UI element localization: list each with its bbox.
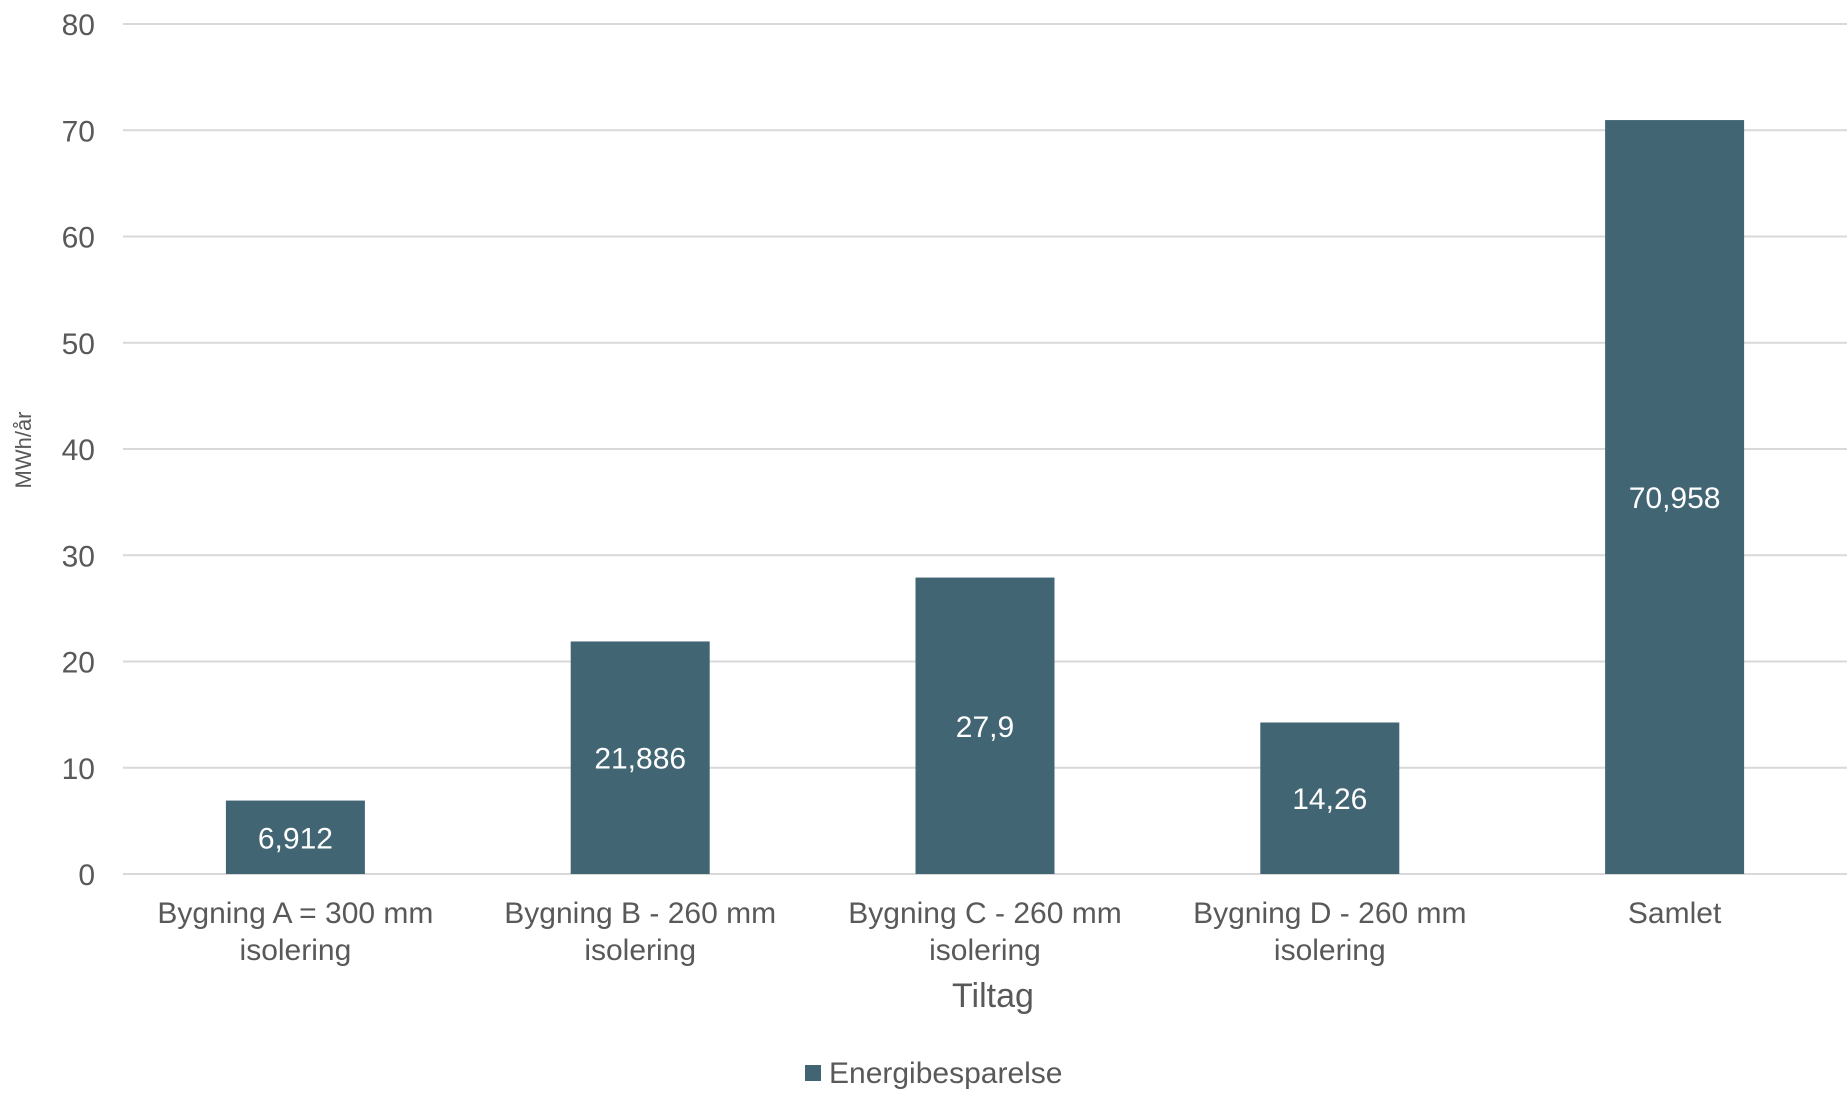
x-tick-label-line: Bygning D - 260 mm <box>1193 897 1466 930</box>
x-tick-label-line: Bygning A = 300 mm <box>157 897 433 930</box>
y-tick-label-70: 70 <box>62 115 95 148</box>
y-tick-label-0: 0 <box>78 859 95 892</box>
data-label-5: 70,958 <box>1629 482 1721 515</box>
data-label-1: 6,912 <box>258 822 333 855</box>
legend-swatch <box>805 1065 821 1081</box>
bars <box>225 120 1745 875</box>
x-tick-label-line: isolering <box>929 934 1041 967</box>
y-tick-label-50: 50 <box>62 328 95 361</box>
bar-4 <box>1260 722 1400 874</box>
data-label-2: 21,886 <box>594 743 686 776</box>
bar-2 <box>570 641 710 874</box>
data-label-3: 27,9 <box>956 711 1014 744</box>
x-tick-label-1: Bygning A = 300 mm isolering <box>157 897 433 967</box>
y-tick-label-10: 10 <box>62 753 95 786</box>
x-tick-label-5: Samlet <box>1628 897 1722 930</box>
bar-3 <box>915 577 1055 874</box>
y-axis-tick-labels: 0 10 20 30 40 50 60 70 80 <box>62 9 95 892</box>
y-tick-label-40: 40 <box>62 434 95 467</box>
y-axis-title: MWh/år <box>11 412 36 489</box>
bar-5 <box>1605 120 1745 875</box>
bar-1 <box>225 800 365 874</box>
legend-label: Energibesparelse <box>829 1057 1062 1090</box>
x-tick-label-4: Bygning D - 260 mm isolering <box>1193 897 1466 967</box>
x-tick-label-line: isolering <box>240 934 352 967</box>
y-tick-label-30: 30 <box>62 540 95 573</box>
x-tick-label-line: Bygning B - 260 mm <box>504 897 776 930</box>
x-tick-label-3: Bygning C - 260 mm isolering <box>848 897 1121 967</box>
data-labels: 6,912 21,886 27,9 14,26 70,958 <box>258 482 1721 855</box>
x-tick-label-line: isolering <box>1274 934 1386 967</box>
x-tick-label-line: Bygning C - 260 mm <box>848 897 1121 930</box>
x-tick-label-line: isolering <box>584 934 696 967</box>
x-axis-title: Tiltag <box>952 977 1034 1015</box>
y-tick-label-60: 60 <box>62 222 95 255</box>
gridlines <box>123 23 1847 875</box>
legend: Energibesparelse <box>805 1057 1062 1090</box>
x-tick-label-2: Bygning B - 260 mm isolering <box>504 897 776 967</box>
y-tick-label-20: 20 <box>62 647 95 680</box>
x-tick-label-line: Samlet <box>1628 897 1722 930</box>
y-tick-label-80: 80 <box>62 9 95 42</box>
data-label-4: 14,26 <box>1292 783 1367 816</box>
